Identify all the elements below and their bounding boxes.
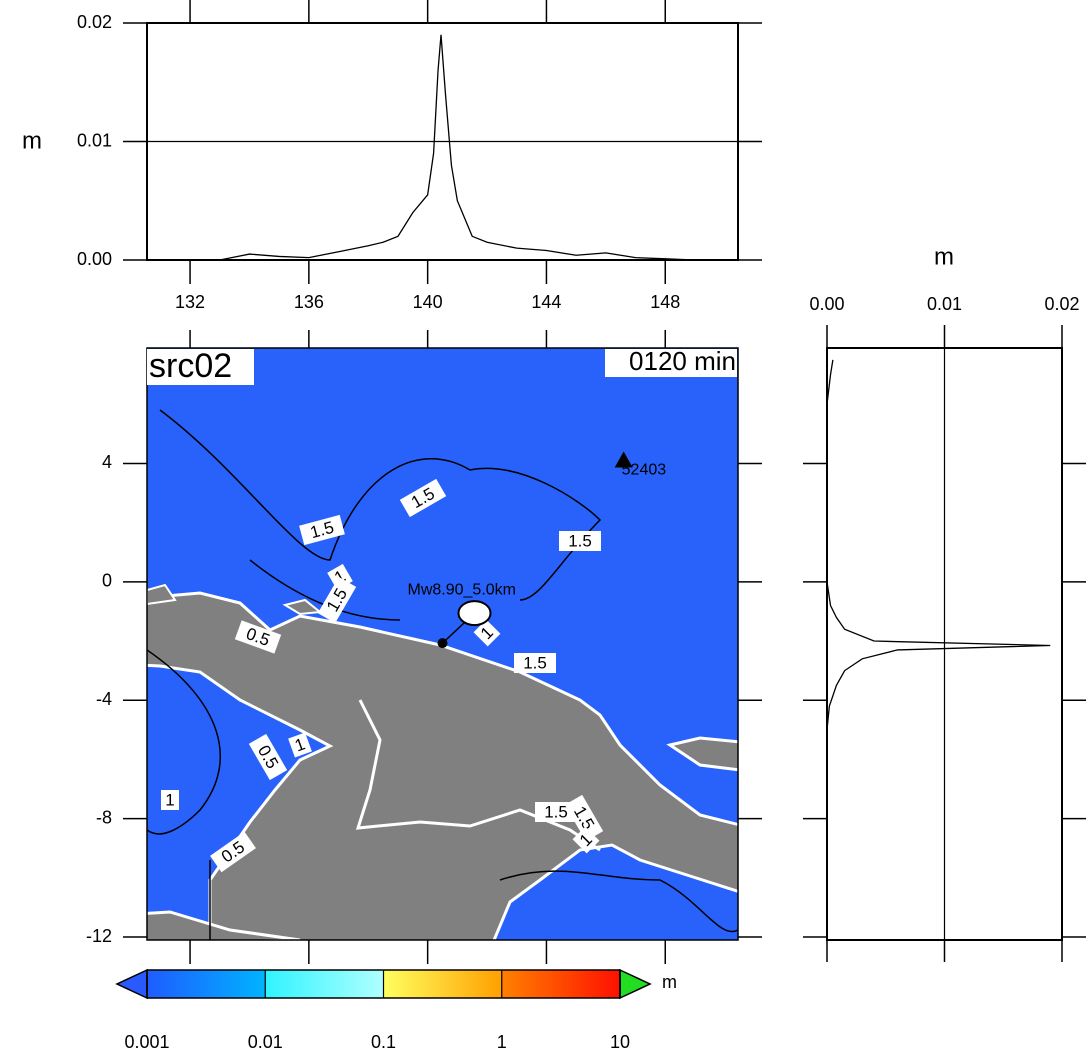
map-frame	[146, 347, 739, 941]
contour-label-box	[234, 620, 282, 654]
side-x-label: m	[934, 243, 954, 270]
contour-label-box	[399, 478, 447, 518]
epicenter-marker	[437, 638, 448, 649]
contour-label: 1	[161, 790, 179, 810]
colorbar-over	[619, 968, 652, 1000]
beachball	[457, 600, 492, 627]
top-y-label: m	[22, 127, 42, 154]
x-tick-label: 0.01	[927, 294, 962, 314]
contour-label-box	[210, 831, 256, 873]
time-label: 0120 min	[629, 346, 736, 376]
contour-label-box	[248, 733, 288, 781]
epicenter-label: Mw8.90_5.0km	[408, 581, 517, 598]
contour-label: 1	[572, 826, 600, 854]
colorbar-tick-label: 0.1	[371, 1032, 396, 1052]
y-tick-label: -8	[96, 807, 112, 827]
colorbar-segment	[147, 970, 266, 998]
time-box	[605, 349, 737, 377]
colorbar-segment	[383, 970, 502, 998]
colorbar-segment	[501, 970, 620, 998]
x-tick-label: 144	[531, 292, 561, 312]
new-guinea	[147, 591, 738, 940]
y-tick-label: -4	[96, 689, 112, 709]
y-tick-label: 0.00	[77, 249, 112, 269]
x-tick-label: 148	[650, 292, 680, 312]
x-tick-label: 0.02	[1044, 294, 1079, 314]
contour-label-box	[572, 826, 600, 854]
colorbar-tick-label: 1	[497, 1032, 507, 1052]
contour-label: 1.5	[514, 653, 556, 673]
contour-label-text: 1.5	[544, 802, 568, 821]
waveform	[160, 34, 725, 261]
contour-label-box	[317, 576, 357, 624]
contour-label-box	[559, 531, 601, 551]
waveform	[826, 359, 1051, 938]
colorbar-segment	[265, 970, 384, 998]
y-tick-label: -12	[86, 926, 112, 946]
colorbar-tick-label: 10	[610, 1032, 630, 1052]
land	[147, 409, 738, 940]
island	[666, 736, 738, 772]
colorbar-tick-label: 0.01	[248, 1032, 283, 1052]
contour-label-text: 1.5	[568, 531, 592, 550]
x-tick-label: 0.00	[809, 294, 844, 314]
x-tick-label: 136	[294, 292, 324, 312]
contour-label-text: 1	[165, 790, 174, 809]
station-marker	[614, 451, 633, 468]
island	[147, 583, 177, 606]
y-tick-label: 4	[102, 452, 112, 472]
border	[355, 699, 601, 852]
contour	[147, 649, 738, 940]
colorbar-tick-label: 0.001	[124, 1032, 169, 1052]
contour-label-box	[299, 514, 345, 546]
colorbar-under	[115, 968, 148, 1000]
contour-label-box	[473, 619, 501, 647]
contour-label-box	[564, 794, 604, 842]
contour-label: 0.5	[210, 831, 256, 873]
island	[147, 910, 301, 940]
x-tick-label: 132	[175, 292, 205, 312]
contour-label: 0.5	[248, 733, 288, 781]
contour-label-box	[514, 653, 556, 673]
contour-label-text: 1.5	[523, 653, 547, 672]
contour-label-box	[288, 732, 312, 758]
x-tick-label: 140	[413, 292, 443, 312]
map-title: src02	[149, 347, 232, 385]
contour-label: 1.5	[559, 531, 601, 551]
y-tick-label: 0	[102, 571, 112, 591]
colorbar-label: m	[662, 972, 677, 992]
title-box	[147, 349, 254, 385]
station-label: 52403	[622, 462, 667, 479]
contour-label-box	[161, 790, 179, 810]
y-tick-label: 0.02	[77, 12, 112, 32]
contour-label: 1	[473, 619, 501, 647]
y-tick-label: 0.01	[77, 130, 112, 150]
contour-label: 1	[288, 732, 312, 758]
